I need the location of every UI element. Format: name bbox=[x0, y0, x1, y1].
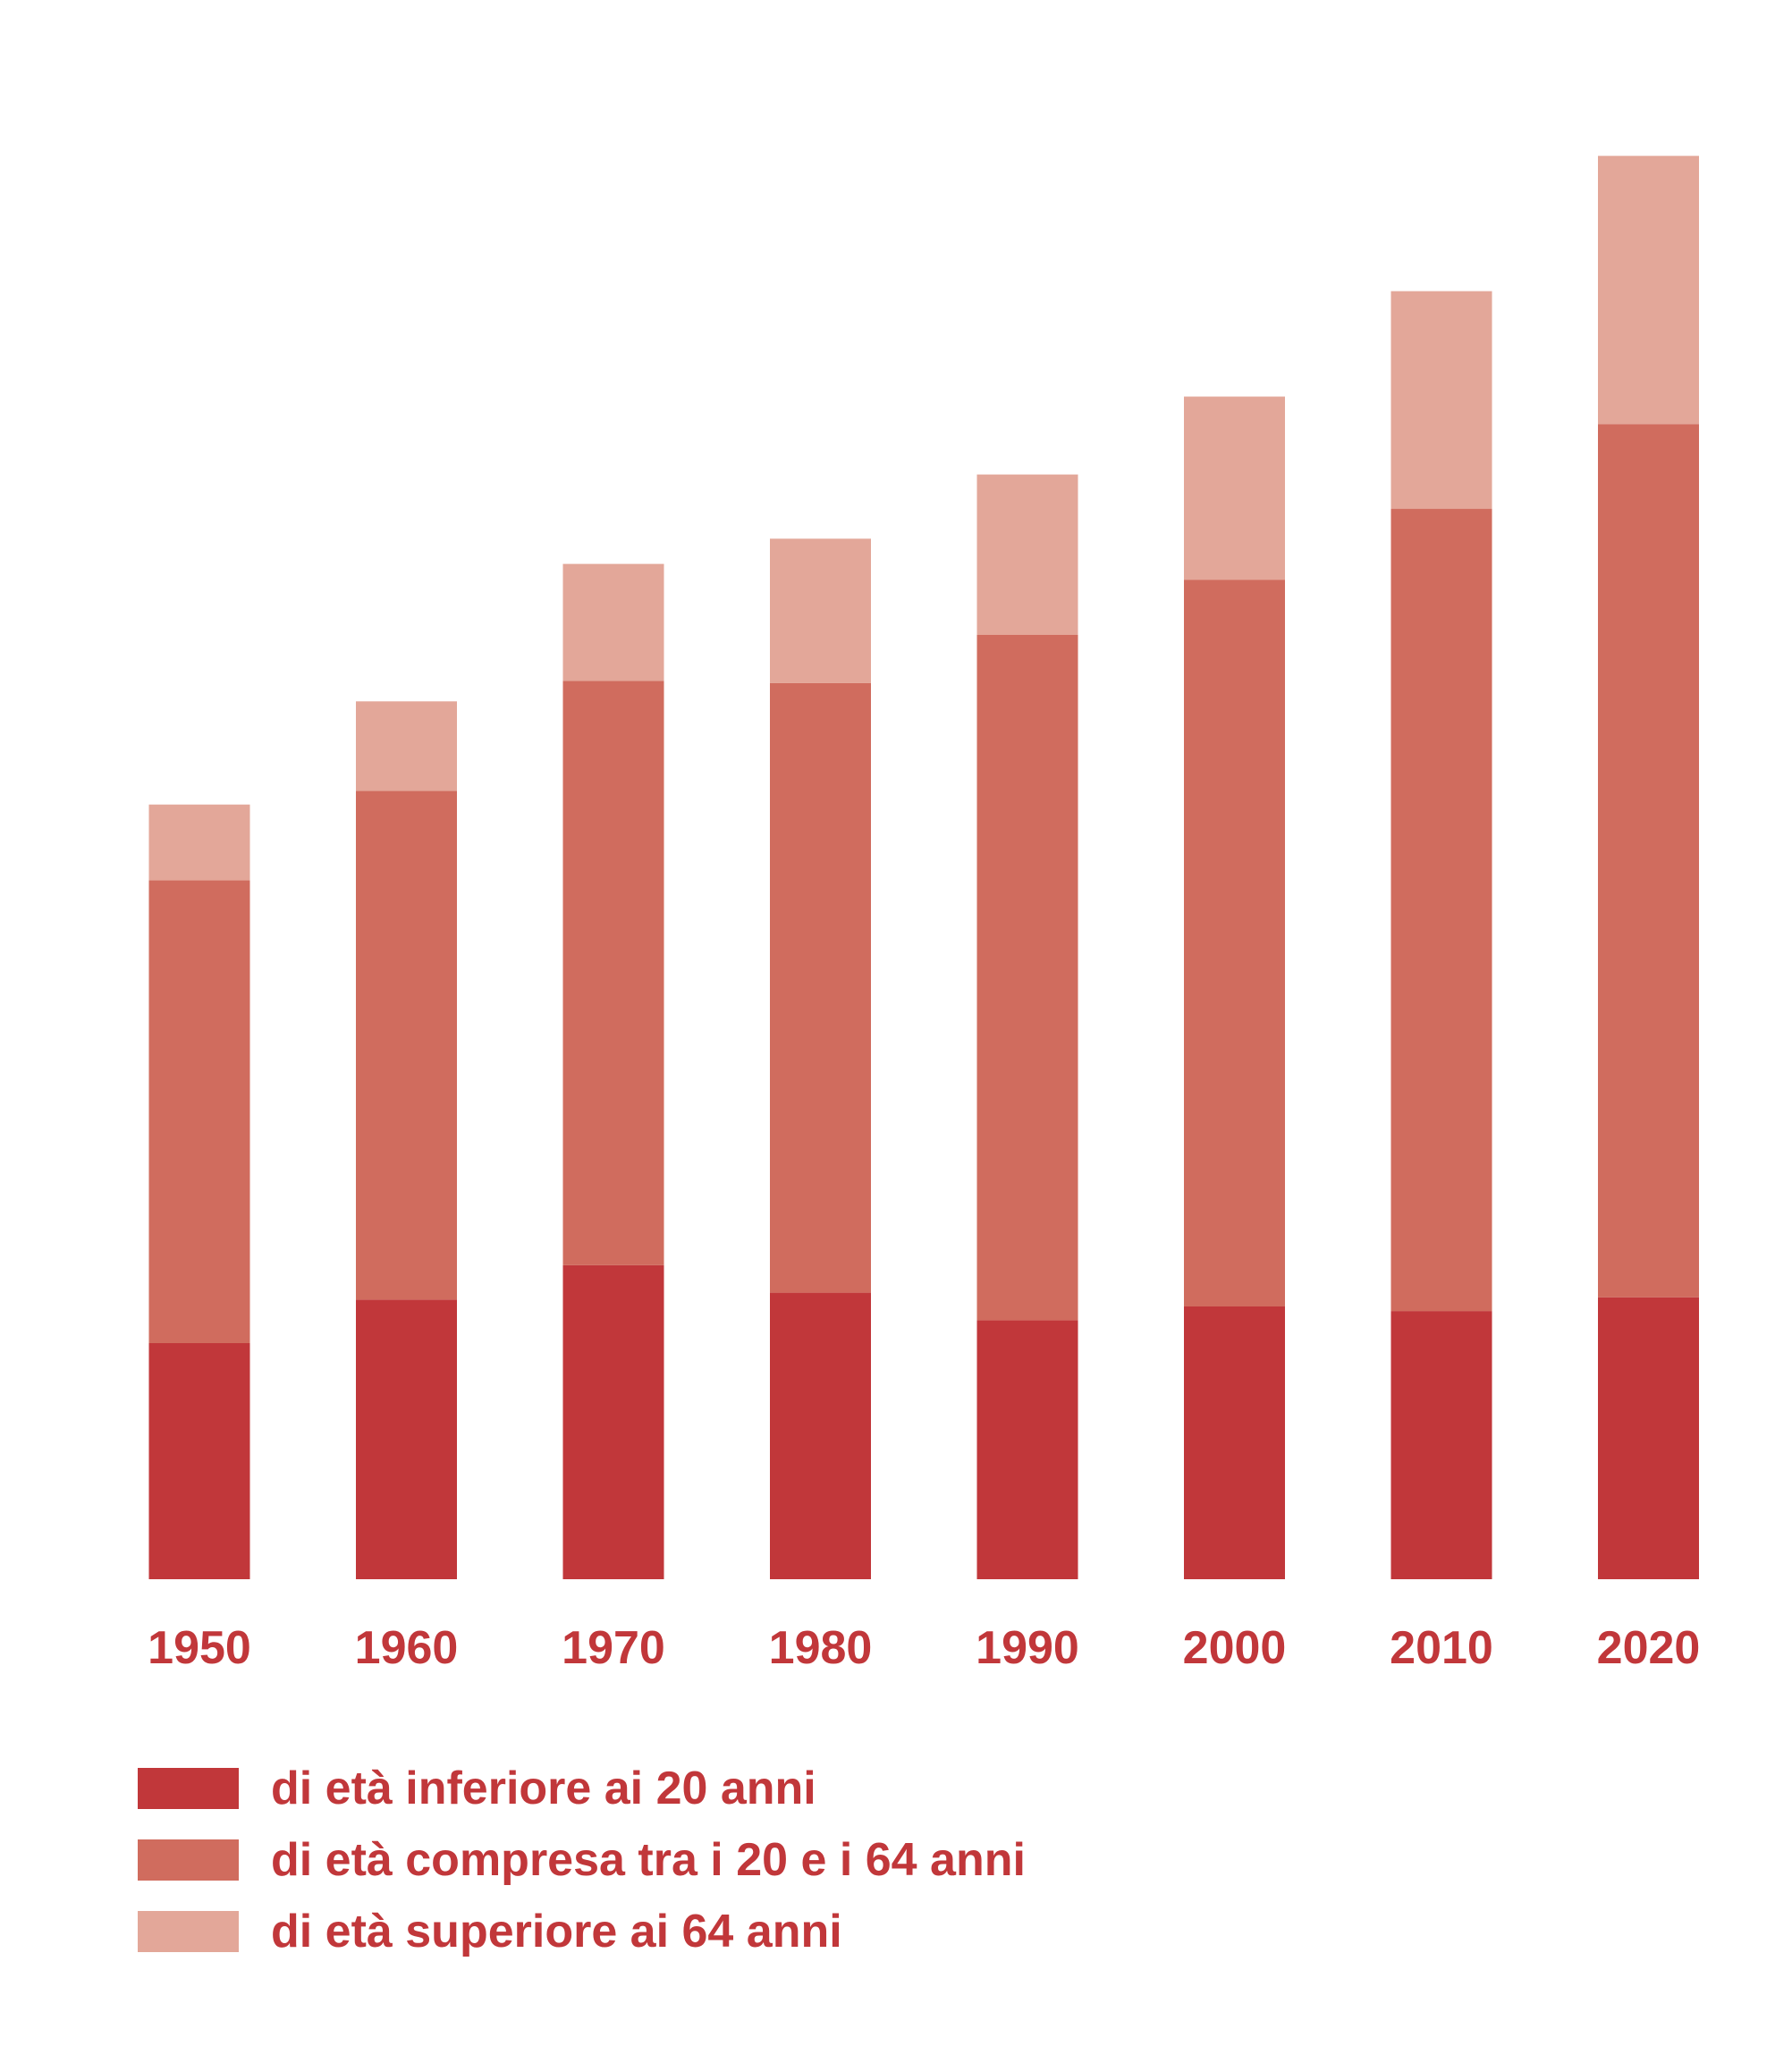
x-tick-label: 1990 bbox=[976, 1622, 1079, 1674]
bars-group bbox=[148, 156, 1699, 1579]
x-tick-label: 1970 bbox=[562, 1622, 665, 1674]
x-tick-label: 2020 bbox=[1597, 1622, 1701, 1674]
bar-segment-1970-series-1 bbox=[562, 681, 664, 1265]
bar-segment-1960-series-1 bbox=[356, 791, 457, 1300]
bar-segment-2020-series-0 bbox=[1598, 1297, 1699, 1579]
bar-segment-2020-series-1 bbox=[1598, 424, 1699, 1298]
bar-segment-1990-series-1 bbox=[976, 635, 1078, 1321]
bar-segment-1950-series-2 bbox=[148, 804, 250, 881]
x-axis-ticks: 1950 1960 1970 1980 1990 2000 2010 2020 bbox=[148, 1622, 1700, 1674]
bar-segment-1950-series-0 bbox=[148, 1343, 250, 1579]
bar-segment-2000-series-1 bbox=[1184, 579, 1285, 1306]
bar-segment-1960-series-2 bbox=[356, 701, 457, 791]
x-tick-label: 1960 bbox=[355, 1622, 459, 1674]
legend-swatch bbox=[138, 1839, 239, 1881]
bar-segment-1960-series-0 bbox=[356, 1299, 457, 1579]
legend-swatch bbox=[138, 1768, 239, 1809]
legend-item: di età inferiore ai 20 anni bbox=[138, 1753, 1026, 1824]
legend-label: di età superiore ai 64 anni bbox=[271, 1906, 842, 1957]
bar-segment-2000-series-2 bbox=[1184, 396, 1285, 580]
bar-segment-1970-series-0 bbox=[562, 1264, 664, 1579]
bar-segment-2000-series-0 bbox=[1184, 1306, 1285, 1579]
legend-item: di età compresa tra i 20 e i 64 anni bbox=[138, 1824, 1026, 1896]
x-tick-label: 1950 bbox=[148, 1622, 251, 1674]
legend-label: di età inferiore ai 20 anni bbox=[271, 1763, 816, 1814]
bar-segment-1950-series-1 bbox=[148, 880, 250, 1343]
bar-segment-2020-series-2 bbox=[1598, 156, 1699, 425]
bar-segment-2010-series-0 bbox=[1390, 1311, 1492, 1579]
bar-segment-1980-series-0 bbox=[770, 1292, 871, 1579]
bar-segment-1990-series-0 bbox=[976, 1320, 1078, 1579]
legend-item: di età superiore ai 64 anni bbox=[138, 1896, 1026, 1967]
bar-segment-2010-series-2 bbox=[1390, 291, 1492, 510]
x-tick-label: 1980 bbox=[769, 1622, 873, 1674]
x-tick-label: 2000 bbox=[1183, 1622, 1287, 1674]
bar-segment-1980-series-2 bbox=[770, 538, 871, 683]
bar-segment-2010-series-1 bbox=[1390, 509, 1492, 1312]
bar-segment-1980-series-1 bbox=[770, 682, 871, 1293]
x-tick-label: 2010 bbox=[1390, 1622, 1493, 1674]
legend: di età inferiore ai 20 anni di età compr… bbox=[138, 1753, 1026, 1967]
bar-segment-1970-series-2 bbox=[562, 563, 664, 681]
legend-label: di età compresa tra i 20 e i 64 anni bbox=[271, 1834, 1026, 1886]
bar-segment-1990-series-2 bbox=[976, 474, 1078, 635]
legend-swatch bbox=[138, 1911, 239, 1952]
